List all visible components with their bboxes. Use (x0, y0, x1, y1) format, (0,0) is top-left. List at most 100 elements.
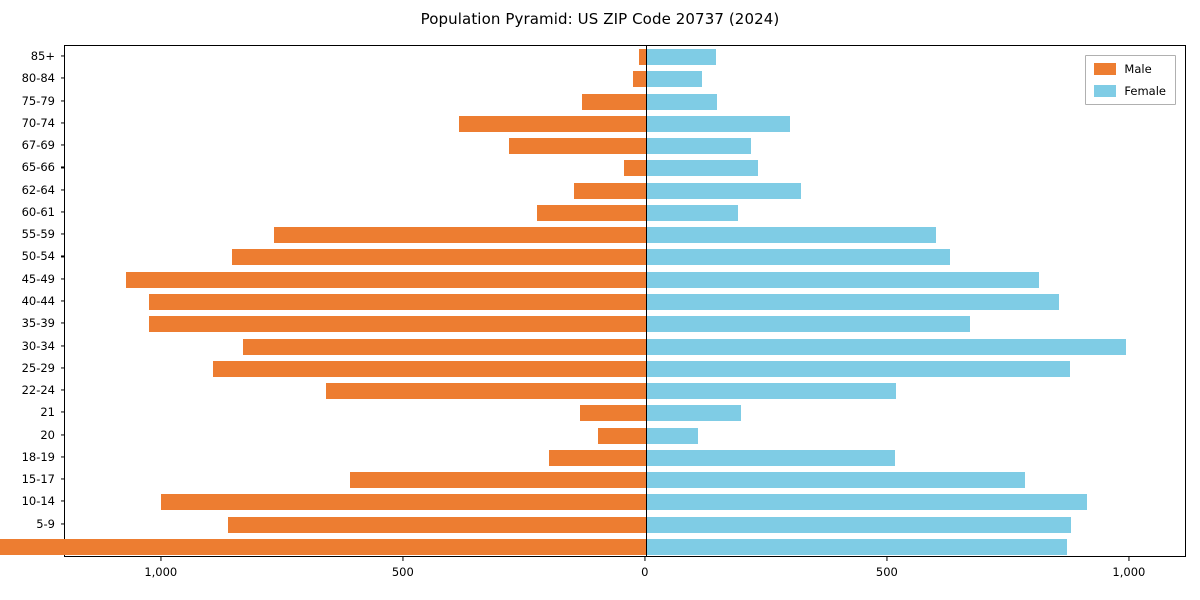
bar-row (65, 227, 1185, 244)
legend-entry-male[interactable]: Male (1094, 62, 1166, 76)
bar-row (65, 472, 1185, 489)
bar-female (645, 427, 699, 444)
bar-female (645, 516, 1071, 533)
y-tick-label: 25-29 (21, 360, 55, 375)
bar-male (227, 516, 646, 533)
y-tick-label: 65-66 (21, 160, 55, 175)
bar-female (645, 472, 1026, 489)
y-tick-label: 10-14 (21, 494, 55, 509)
x-tick-label: 500 (875, 565, 898, 579)
plot-area: Male Female (0, 45, 1186, 557)
bar-male (624, 160, 646, 177)
x-tick-label: 1,000 (1112, 565, 1146, 579)
y-tick-mark (60, 211, 64, 213)
bar-male (274, 227, 646, 244)
bar-male (580, 405, 646, 422)
y-tick-mark (60, 55, 64, 57)
bar-female (645, 49, 716, 66)
bar-row (65, 427, 1185, 444)
y-tick-label: 60-61 (21, 204, 55, 219)
x-tick-mark (644, 557, 646, 561)
legend-swatch-icon (1094, 85, 1117, 97)
bar-female (645, 293, 1059, 310)
y-tick-label: 30-34 (21, 338, 55, 353)
bar-female (645, 316, 970, 333)
bar-male (350, 472, 646, 489)
bar-row (65, 71, 1185, 88)
zero-axis-line (645, 46, 647, 556)
y-tick-mark (60, 100, 64, 102)
bar-row (65, 138, 1185, 155)
bar-row (65, 383, 1185, 400)
bar-male (536, 204, 646, 221)
y-tick-label: 75-79 (21, 93, 55, 108)
y-tick-mark (60, 478, 64, 480)
y-tick-label: 67-69 (21, 138, 55, 153)
y-tick-mark (60, 166, 64, 168)
y-tick-mark (60, 411, 64, 413)
bar-male (598, 427, 646, 444)
bar-male (242, 338, 646, 355)
bar-male (574, 182, 646, 199)
y-axis: 85+ 80-84 75-79 70-74 67-69 65-66 62-64 60-61 55… (0, 45, 64, 557)
y-tick-label: 55-59 (21, 227, 55, 242)
bar-row (65, 338, 1185, 355)
bars-layer (0, 46, 1185, 556)
y-tick-mark (60, 344, 64, 347)
bar-female (645, 538, 1068, 555)
bar-female (645, 249, 950, 266)
bar-male (231, 249, 646, 266)
bar-male (582, 93, 646, 110)
bar-female (645, 204, 738, 221)
bar-male (639, 49, 646, 66)
bar-male (148, 316, 646, 333)
y-tick-label: 40-44 (21, 294, 55, 308)
bar-female (645, 360, 1070, 377)
bar-male (212, 360, 646, 377)
y-tick-label: 21 (40, 405, 55, 420)
y-tick-mark (60, 300, 64, 302)
x-tick-mark (160, 557, 162, 561)
bar-male (632, 71, 646, 88)
y-tick-mark (60, 233, 64, 235)
y-tick-mark (60, 367, 64, 369)
y-tick-label: 20 (40, 427, 55, 442)
y-tick-mark (60, 456, 64, 458)
legend-entry-female[interactable]: Female (1094, 84, 1166, 98)
bar-row (65, 449, 1185, 466)
y-tick-mark (60, 523, 64, 525)
bar-male (548, 449, 646, 466)
y-tick-mark (60, 500, 64, 502)
bar-male (160, 494, 646, 511)
y-tick-mark (60, 144, 64, 146)
y-tick-label: 85+ (30, 49, 55, 64)
bar-row (65, 494, 1185, 511)
bar-row (65, 93, 1185, 110)
bar-male (459, 115, 646, 132)
bar-row (65, 516, 1185, 533)
y-tick-mark (60, 255, 64, 258)
y-tick-label: 5-9 (36, 516, 55, 531)
y-tick-mark (60, 77, 64, 79)
bar-female (645, 494, 1087, 511)
x-tick-label: 0 (641, 565, 649, 579)
bar-male (148, 293, 646, 310)
bar-female (645, 383, 896, 400)
bar-row (65, 49, 1185, 66)
x-axis: 1,000 500 0 500 1,000 (64, 557, 1186, 587)
bar-female (645, 338, 1127, 355)
bar-row (0, 538, 1185, 555)
bar-male (508, 138, 646, 155)
bar-female (645, 182, 801, 199)
bar-female (645, 227, 936, 244)
bar-row (65, 360, 1185, 377)
y-tick-mark (60, 389, 64, 391)
y-tick-mark (60, 434, 64, 436)
y-tick-label: 15-17 (21, 472, 55, 487)
y-tick-label: 22-24 (21, 383, 55, 398)
y-tick-mark (60, 278, 64, 280)
x-tick-mark (886, 557, 888, 561)
bar-row (65, 293, 1185, 310)
bar-female (645, 115, 790, 132)
